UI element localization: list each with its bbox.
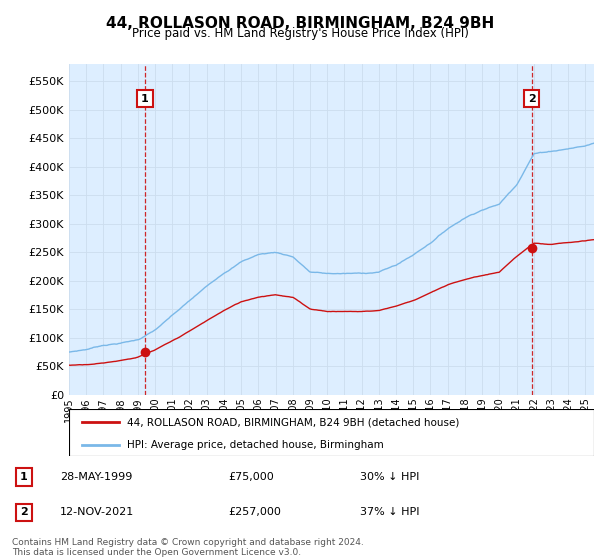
Text: 37% ↓ HPI: 37% ↓ HPI: [360, 507, 419, 517]
Text: HPI: Average price, detached house, Birmingham: HPI: Average price, detached house, Birm…: [127, 440, 383, 450]
Text: 1: 1: [20, 472, 28, 482]
Text: 28-MAY-1999: 28-MAY-1999: [60, 472, 133, 482]
Text: 2: 2: [527, 94, 535, 104]
Text: Contains HM Land Registry data © Crown copyright and database right 2024.
This d: Contains HM Land Registry data © Crown c…: [12, 538, 364, 557]
Text: 44, ROLLASON ROAD, BIRMINGHAM, B24 9BH: 44, ROLLASON ROAD, BIRMINGHAM, B24 9BH: [106, 16, 494, 31]
Text: 1: 1: [141, 94, 149, 104]
Text: £257,000: £257,000: [228, 507, 281, 517]
Text: Price paid vs. HM Land Registry's House Price Index (HPI): Price paid vs. HM Land Registry's House …: [131, 27, 469, 40]
Text: 30% ↓ HPI: 30% ↓ HPI: [360, 472, 419, 482]
Text: 12-NOV-2021: 12-NOV-2021: [60, 507, 134, 517]
Text: £75,000: £75,000: [228, 472, 274, 482]
Text: 2: 2: [20, 507, 28, 517]
Text: 44, ROLLASON ROAD, BIRMINGHAM, B24 9BH (detached house): 44, ROLLASON ROAD, BIRMINGHAM, B24 9BH (…: [127, 417, 459, 427]
